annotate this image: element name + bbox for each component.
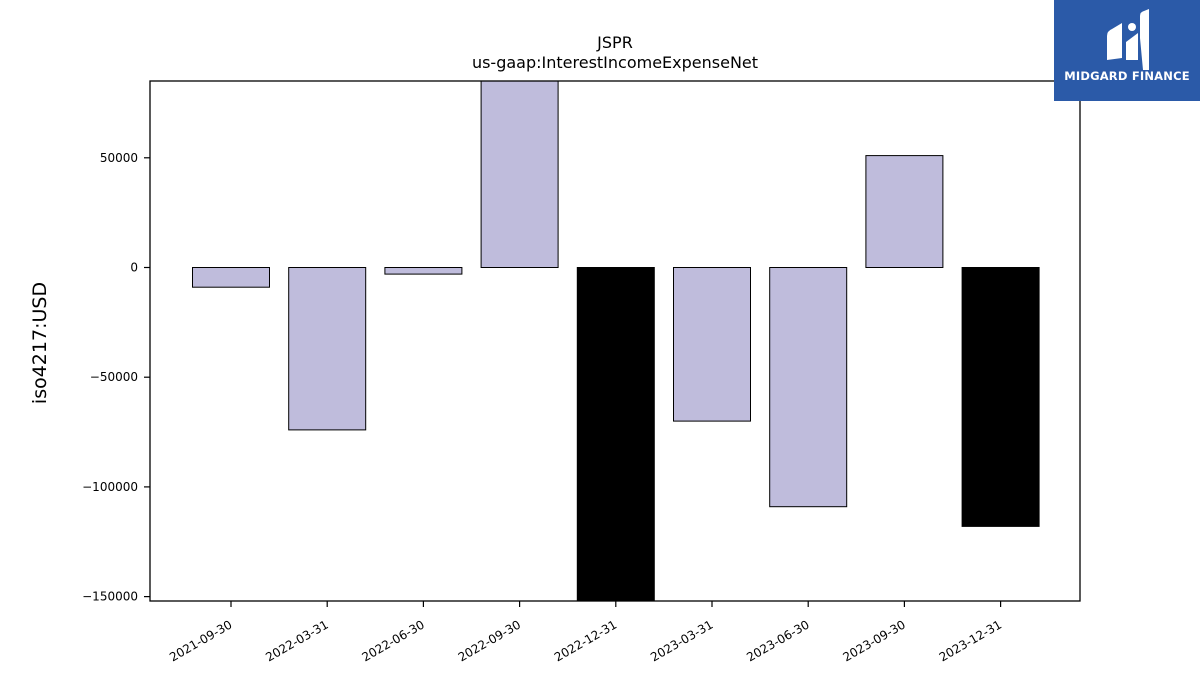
y-tick-label: 50000 xyxy=(100,151,138,165)
x-tick-label: 2023-03-31 xyxy=(648,617,715,664)
bar-2023-09-30 xyxy=(865,155,944,269)
bar-2023-03-31 xyxy=(673,267,751,422)
bars-group xyxy=(192,80,1040,602)
bar-2023-06-30 xyxy=(769,267,848,508)
brand-logo: MIDGARD FINANCE xyxy=(1054,0,1200,101)
y-tick-label: −100000 xyxy=(82,480,138,494)
bar-2022-06-30 xyxy=(384,267,463,275)
y-tick-label: −50000 xyxy=(90,370,138,384)
x-tick-label: 2023-12-31 xyxy=(937,617,1004,664)
x-tick-label: 2023-06-30 xyxy=(744,617,811,664)
y-tick-label: 0 xyxy=(130,260,138,274)
chart-title: JSPR xyxy=(596,33,633,52)
y-axis-ticks: 50000 0 −50000 −100000 −150000 xyxy=(82,151,150,604)
bar-2023-12-31 xyxy=(961,267,1040,527)
x-tick-label: 2022-06-30 xyxy=(359,617,426,664)
bar-2022-03-31 xyxy=(288,267,367,431)
chart-subtitle: us-gaap:InterestIncomeExpenseNet xyxy=(472,53,758,72)
plot-frame xyxy=(149,80,1081,602)
x-tick-label: 2023-09-30 xyxy=(840,617,907,664)
x-axis-ticks: 2021-09-30 2022-03-31 2022-06-30 2022-09-30… xyxy=(167,601,1004,664)
bar-2021-09-30 xyxy=(192,267,270,288)
bar-2022-09-30 xyxy=(480,80,559,268)
midgard-logo-icon xyxy=(1107,9,1149,70)
y-tick-label: −150000 xyxy=(82,590,138,604)
x-tick-label: 2021-09-30 xyxy=(167,617,234,664)
x-tick-label: 2022-03-31 xyxy=(263,617,330,664)
bar-2022-12-31 xyxy=(576,267,655,602)
y-axis-label: iso4217:USD xyxy=(29,282,51,404)
logo-text: MIDGARD FINANCE xyxy=(1064,69,1190,83)
x-tick-label: 2022-12-31 xyxy=(552,617,619,664)
x-tick-label: 2022-09-30 xyxy=(456,617,523,664)
